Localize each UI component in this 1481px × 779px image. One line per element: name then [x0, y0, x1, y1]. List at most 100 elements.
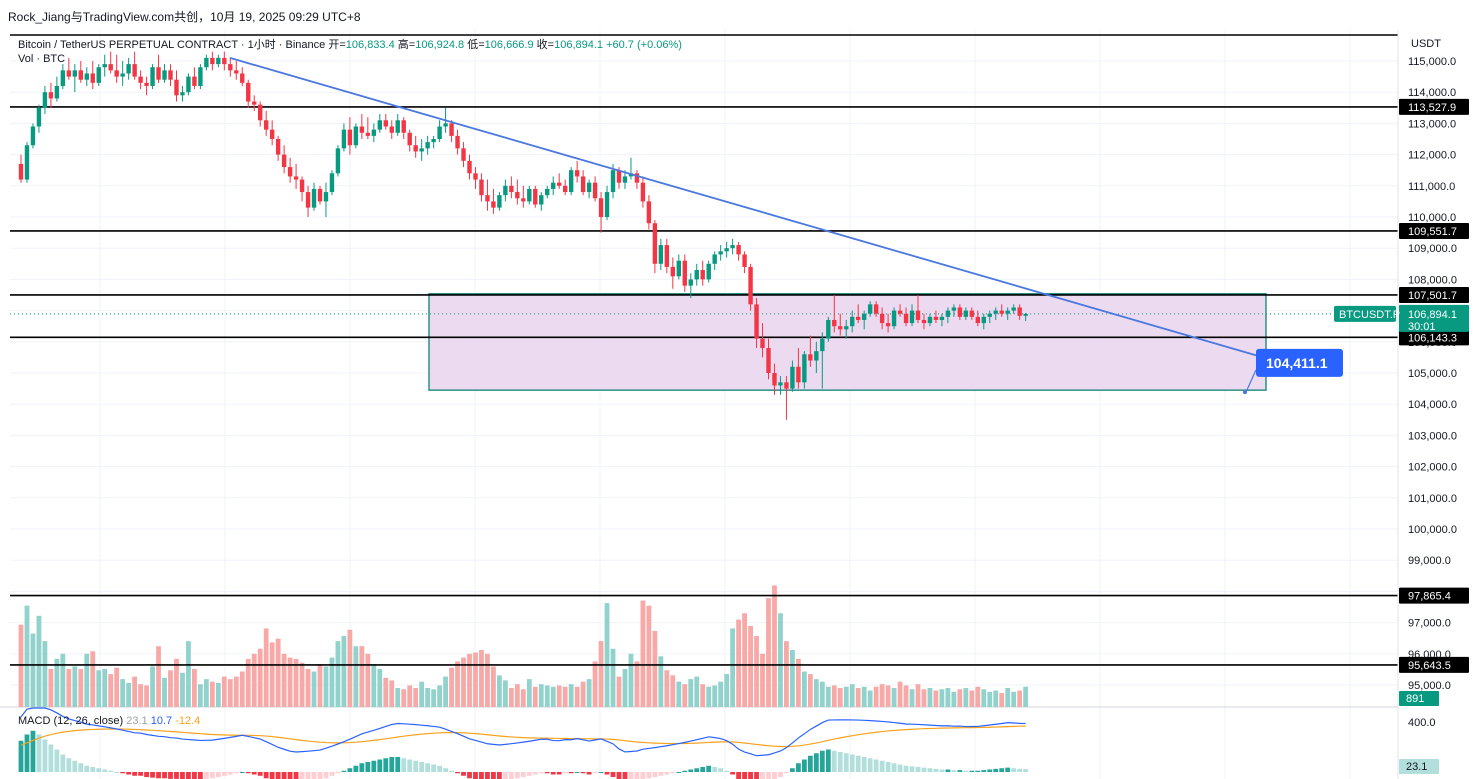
- price-badges: 113,527.9 109,551.7 107,501.7 106,143.3 97,8…: [1256, 98, 1469, 774]
- price-tick-label: 110,000.0: [1408, 212, 1456, 224]
- volume-bar: [676, 681, 682, 707]
- macd-hist-bar: [550, 772, 556, 775]
- macd-hist-bar: [90, 767, 96, 772]
- candle-body: [401, 120, 406, 133]
- price-tick-label: 108,000.0: [1408, 274, 1457, 286]
- price-tick-label: 111,000.0: [1408, 181, 1455, 193]
- current-price-badge: [1399, 304, 1469, 332]
- volume-badge: [1399, 691, 1439, 706]
- candle-body: [126, 64, 131, 74]
- candle-body: [646, 201, 652, 224]
- macd-hist-bar: [168, 772, 173, 779]
- volume-bar: [341, 636, 347, 707]
- volume-bar: [945, 688, 951, 707]
- macd-hist-bar: [54, 749, 60, 772]
- candle-body: [933, 316, 939, 320]
- volume-bar: [335, 641, 341, 707]
- candle-body: [329, 173, 335, 193]
- volume-bar: [574, 686, 580, 707]
- volume-bar: [192, 669, 197, 707]
- macd-signal-value: -12.4: [175, 715, 201, 727]
- price-tick-label: 109,000.0: [1408, 243, 1457, 255]
- macd-hist-bar: [275, 772, 281, 779]
- candle-body: [682, 260, 687, 286]
- candle-body: [198, 67, 203, 86]
- volume-bar: [174, 658, 179, 707]
- macd-hist-bar: [897, 764, 903, 772]
- volume-legend[interactable]: Vol · BTC: [18, 53, 66, 65]
- volume-bar: [622, 669, 628, 707]
- macd-legend[interactable]: MACD (12, 26, close) 23.1 10.7 -12.4: [18, 715, 200, 727]
- open-label: 开=: [328, 39, 346, 51]
- candle-body: [856, 316, 861, 320]
- volume-bar: [526, 679, 532, 707]
- volume-bar: [682, 684, 688, 707]
- macd-hist-bar: [126, 772, 132, 775]
- volume-bar: [831, 685, 837, 707]
- candle-body: [311, 188, 317, 208]
- macd-hist-bar: [221, 772, 227, 776]
- candle-body: [580, 176, 586, 193]
- volume-bar: [544, 685, 550, 707]
- macd-hist-bar: [138, 772, 143, 776]
- change-value: +60.7 (+0.06%): [606, 39, 682, 51]
- macd-hist-bar: [700, 767, 706, 772]
- volume-bar: [532, 686, 538, 707]
- volume-bar: [347, 629, 353, 707]
- volume-bar: [323, 666, 329, 707]
- candle-body: [772, 373, 777, 386]
- candle-body: [1011, 307, 1016, 311]
- candle-body: [168, 70, 173, 80]
- level-badge: [1399, 286, 1469, 303]
- volume-bar: [658, 656, 664, 707]
- volume-bar: [634, 661, 640, 707]
- candle-body: [90, 73, 95, 83]
- volume-bar: [1011, 691, 1017, 707]
- volume-bar: [371, 663, 377, 707]
- volume-bar: [975, 686, 981, 707]
- macd-hist-bar: [251, 772, 257, 775]
- volume-bar: [837, 688, 843, 707]
- volume-bar: [293, 658, 299, 707]
- volume-bar: [897, 681, 903, 707]
- candle-body: [473, 173, 478, 180]
- candle-body: [551, 182, 556, 189]
- candle-body: [778, 382, 783, 386]
- volume-bar: [807, 674, 813, 707]
- volume-bar: [664, 670, 670, 707]
- macd-hist-bar: [688, 769, 694, 772]
- macd-hist-bar: [993, 768, 999, 772]
- volume-bar: [825, 686, 831, 707]
- price-tick-label: 100,000.0: [1408, 524, 1457, 536]
- macd-hist-bar: [227, 772, 233, 775]
- volume-bar: [1017, 690, 1023, 707]
- symbol-legend[interactable]: Bitcoin / TetherUS PERPETUAL CONTRACT · …: [18, 36, 682, 52]
- volume-bar: [604, 603, 610, 707]
- level-badge-label: 109,551.7: [1408, 226, 1457, 238]
- volume-bar: [754, 636, 759, 707]
- macd-hist-bar: [192, 772, 197, 779]
- candle-body: [903, 313, 909, 324]
- volume-bar: [407, 685, 413, 707]
- macd-hist-bar: [245, 772, 251, 774]
- macd-hist-bar: [616, 772, 622, 779]
- candle-body: [915, 310, 921, 320]
- candle-body: [850, 316, 855, 327]
- candle-body: [497, 195, 502, 208]
- candle-body: [557, 182, 562, 186]
- macd-hist-bar: [927, 768, 933, 772]
- macd-hist-bar: [867, 758, 873, 772]
- candle-body: [921, 319, 927, 324]
- volume-bar: [245, 658, 251, 707]
- level-badge-label: 107,501.7: [1408, 290, 1457, 302]
- macd-hist-bar: [766, 772, 771, 779]
- volume-bar: [993, 690, 999, 707]
- volume-bar: [963, 688, 969, 707]
- currency-label[interactable]: USDT: [1411, 38, 1441, 50]
- macd-hist-bar: [969, 770, 975, 772]
- open-value: 106,833.4: [345, 39, 395, 51]
- macd-hist-bar: [646, 772, 652, 779]
- volume-bar: [843, 686, 849, 707]
- macd-hist-bar: [78, 763, 84, 772]
